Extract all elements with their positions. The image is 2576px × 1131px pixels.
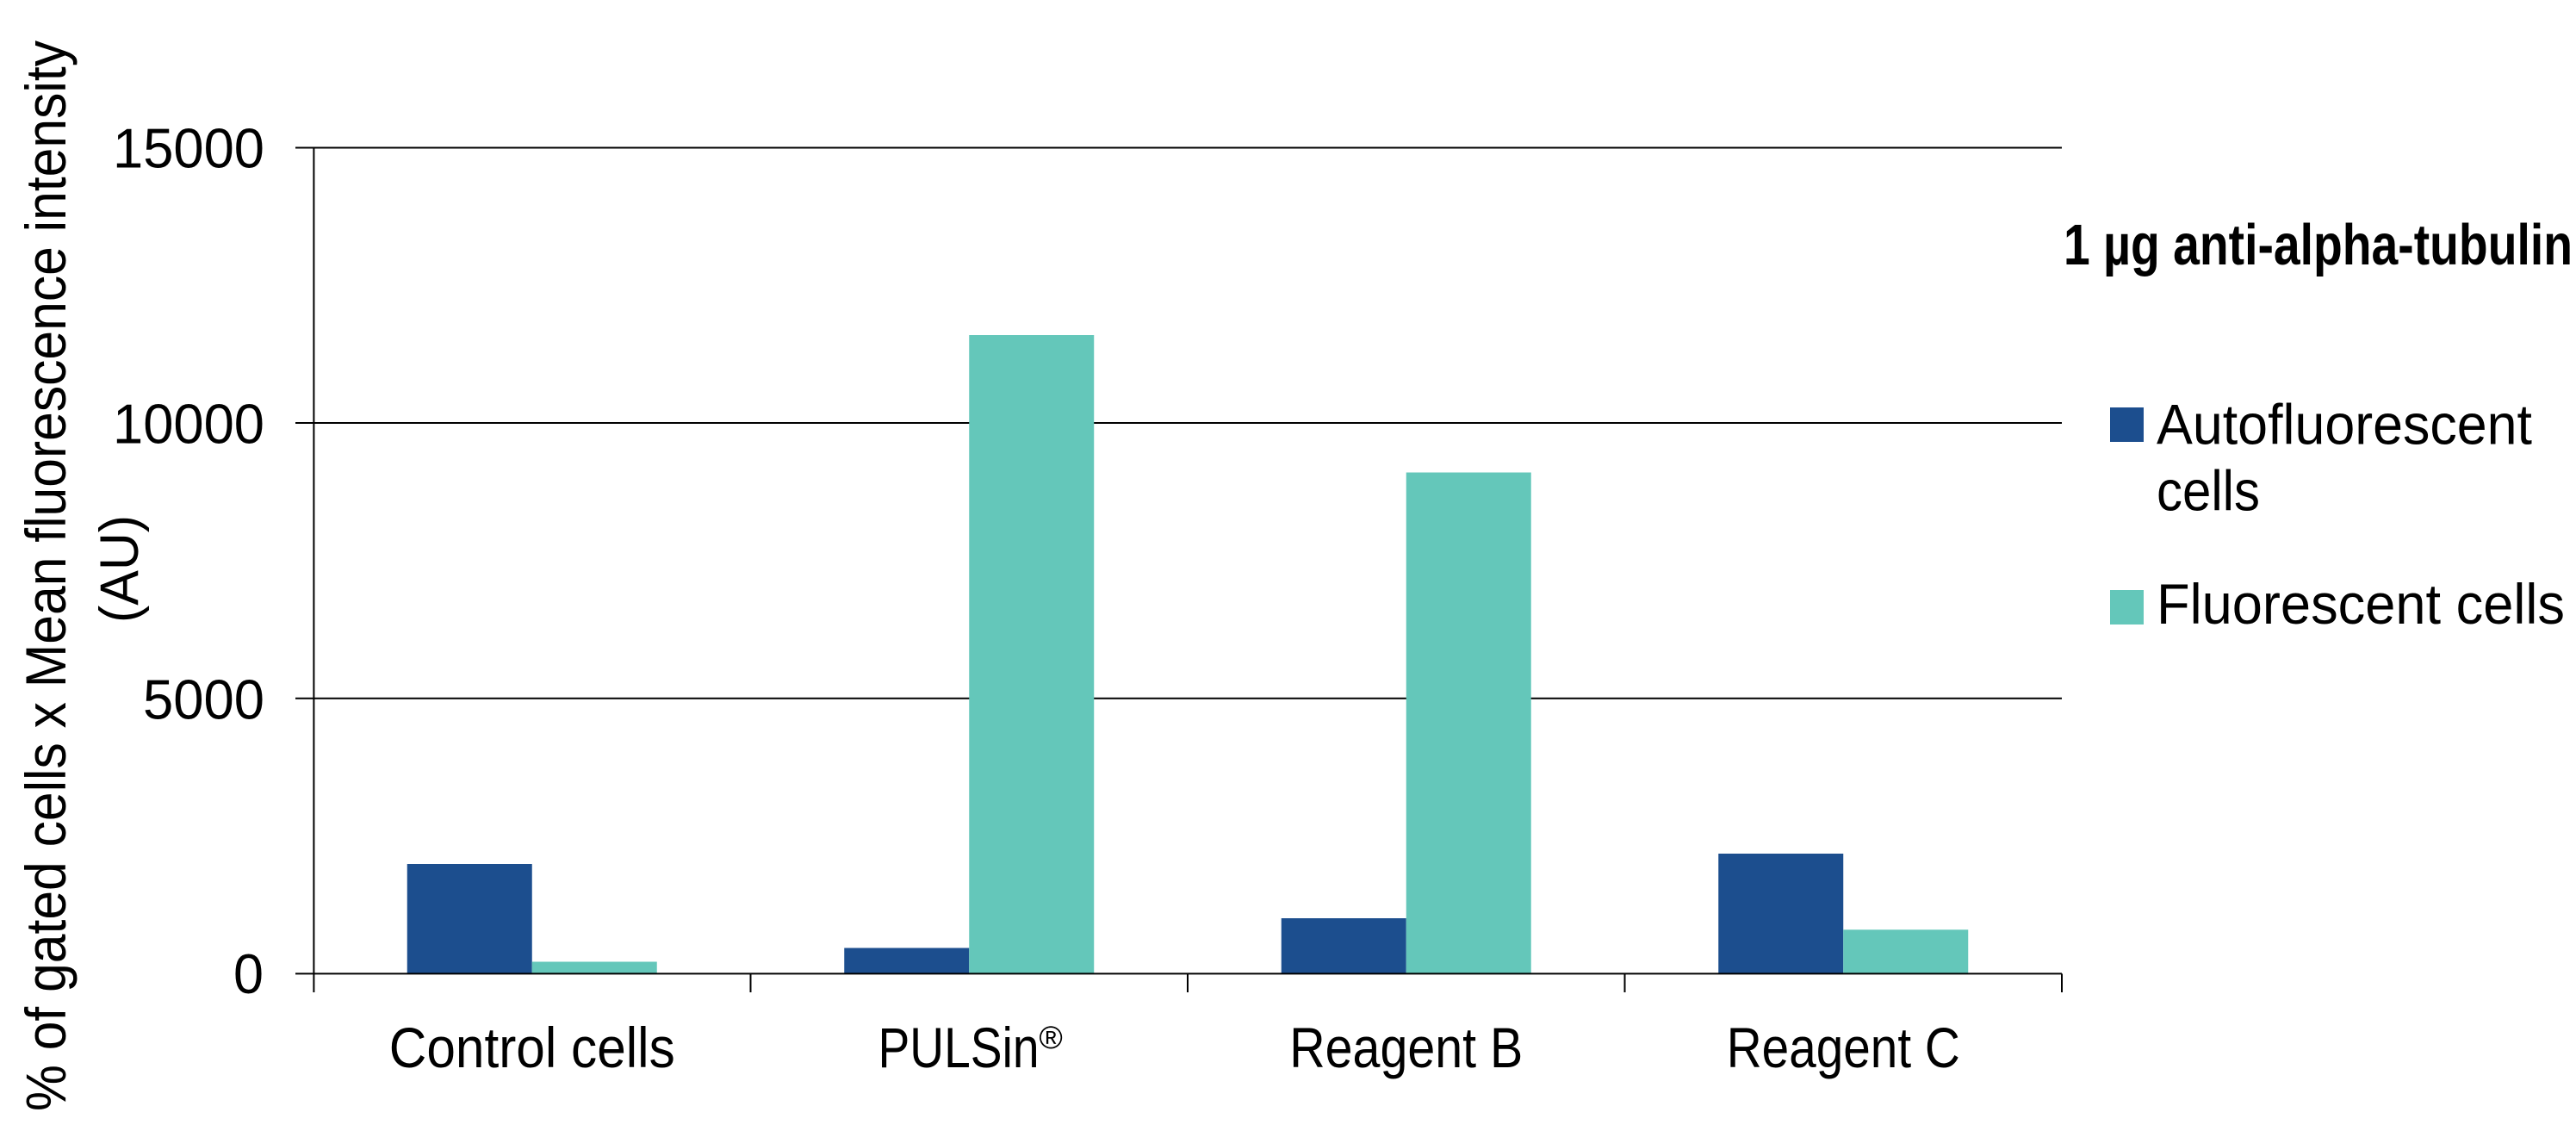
svg-text:(AU): (AU) [90,515,150,623]
svg-text:Control cells: Control cells [389,1016,675,1079]
svg-text:Reagent B: Reagent B [1289,1016,1523,1079]
svg-text:10000: 10000 [113,392,264,455]
svg-text:5000: 5000 [143,668,264,730]
svg-text:Autofluorescent: Autofluorescent [2157,393,2532,457]
svg-text:Fluorescent cells: Fluorescent cells [2157,572,2565,636]
svg-text:cells: cells [2157,459,2260,523]
svg-text:1 µg anti-alpha-tubulin: 1 µg anti-alpha-tubulin [2064,213,2573,277]
svg-text:15000: 15000 [113,117,264,180]
svg-text:% of gated cells x Mean fluore: % of gated cells x Mean fluorescence int… [14,40,78,1111]
svg-text:0: 0 [233,942,264,1005]
svg-text:®: ® [1040,1020,1063,1055]
svg-text:Reagent C: Reagent C [1727,1016,1960,1079]
svg-text:PULSin: PULSin [878,1016,1040,1079]
